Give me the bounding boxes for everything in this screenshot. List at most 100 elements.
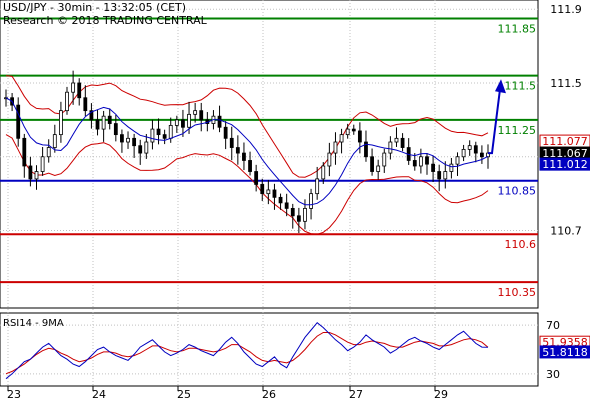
candle-body <box>229 137 234 148</box>
candle-body <box>162 134 167 139</box>
x-tick-label: 25 <box>177 388 191 400</box>
candle-body <box>235 147 240 154</box>
candle-body <box>113 123 118 136</box>
x-tick-label: 27 <box>349 388 363 400</box>
candle-body <box>296 215 301 222</box>
candle-body <box>52 134 57 148</box>
candle-body <box>467 145 472 150</box>
candle-body <box>412 160 417 167</box>
candle-body <box>34 171 39 180</box>
upper-band-line <box>5 75 489 178</box>
candle-body <box>242 152 246 161</box>
forecast-arrow-shaft <box>488 89 501 155</box>
x-tick-label: 29 <box>434 388 448 400</box>
rsi-panel <box>0 312 539 387</box>
candle-body <box>16 104 21 139</box>
level-label: 111.25 <box>498 124 537 137</box>
candle-body <box>364 141 368 158</box>
candle-body <box>187 113 191 128</box>
chart-title: USD/JPY - 30min - 13:32:05 (CET) <box>3 1 186 14</box>
candle-body <box>376 165 381 172</box>
candle-body <box>443 171 448 180</box>
candle-body <box>290 208 295 217</box>
candle-body <box>254 171 259 185</box>
candle-body <box>266 189 271 195</box>
candle-body <box>150 128 155 143</box>
rsi-badge-label: 51.8118 <box>542 346 588 359</box>
candle-body <box>315 178 320 195</box>
candle-body <box>28 165 33 180</box>
candle-body <box>40 156 45 172</box>
candle-body <box>71 82 76 93</box>
x-tick-label: 26 <box>262 388 276 400</box>
candle-body <box>425 156 429 165</box>
price-tick-label: 110.7 <box>550 225 582 238</box>
candle-body <box>339 134 344 143</box>
candle-body <box>168 125 173 139</box>
candle-body <box>449 163 454 172</box>
rsi-panel-label: RSI14 - 9MA <box>3 318 64 329</box>
x-tick-label: 23 <box>7 388 21 400</box>
candle-body <box>351 128 356 132</box>
candle-body <box>223 126 228 139</box>
candle-body <box>370 156 374 172</box>
forecast-arrow <box>488 79 506 155</box>
candle-body <box>382 152 387 167</box>
candle-body <box>95 119 100 130</box>
candle-body <box>333 141 338 154</box>
candle-body <box>120 134 124 143</box>
candle-body <box>284 202 289 209</box>
level-lines: 111.85 111.5 111.25 110.85 110.6 110.35 <box>0 17 538 299</box>
moving-average-line <box>5 97 489 206</box>
candle-body <box>437 171 442 180</box>
candle-body <box>217 115 222 128</box>
candle-body <box>22 137 27 167</box>
level-label: 110.6 <box>505 238 537 251</box>
candle-body <box>144 141 149 154</box>
candle-body <box>193 110 198 115</box>
lower-band-line <box>5 134 489 235</box>
candle-body <box>77 82 82 99</box>
candle-body <box>473 145 478 154</box>
bollinger-bands <box>5 75 489 235</box>
candle-body <box>455 156 460 165</box>
candle-body <box>65 91 69 112</box>
candle-body <box>46 147 51 158</box>
candle-body <box>156 128 161 136</box>
moving-average <box>5 97 489 206</box>
candle-body <box>431 163 435 172</box>
candle-body <box>321 165 326 180</box>
candle-body <box>400 137 405 148</box>
candle-body <box>138 145 143 154</box>
level-label: 110.85 <box>498 185 537 198</box>
candle-body <box>132 137 137 147</box>
rsi-tick-label: 70 <box>546 319 560 332</box>
candle-body <box>101 115 106 130</box>
rsi-badge-box <box>539 345 590 359</box>
price-badge-label: 111.077 <box>542 135 588 148</box>
candle-body <box>278 196 283 204</box>
candle-body <box>59 110 63 136</box>
rsi-tick-label: 30 <box>546 368 560 381</box>
level-label: 111.85 <box>498 22 537 35</box>
rsi-lines <box>5 322 489 380</box>
candle-body <box>181 119 185 128</box>
candle-body <box>461 148 466 158</box>
candle-body <box>272 189 277 198</box>
rsi-line <box>5 322 489 380</box>
candles <box>4 70 490 234</box>
price-panel <box>0 0 539 309</box>
candle-body <box>345 128 350 136</box>
candle-body <box>357 130 362 143</box>
candle-body <box>388 141 393 154</box>
level-label: 110.35 <box>498 286 537 299</box>
candle-body <box>479 152 484 158</box>
forecast-arrow-head <box>495 79 506 94</box>
candle-body <box>89 110 94 121</box>
candle-body <box>394 137 399 143</box>
chart-subtitle: Research © 2018 TRADING CENTRAL <box>3 14 208 27</box>
candle-body <box>327 152 332 167</box>
